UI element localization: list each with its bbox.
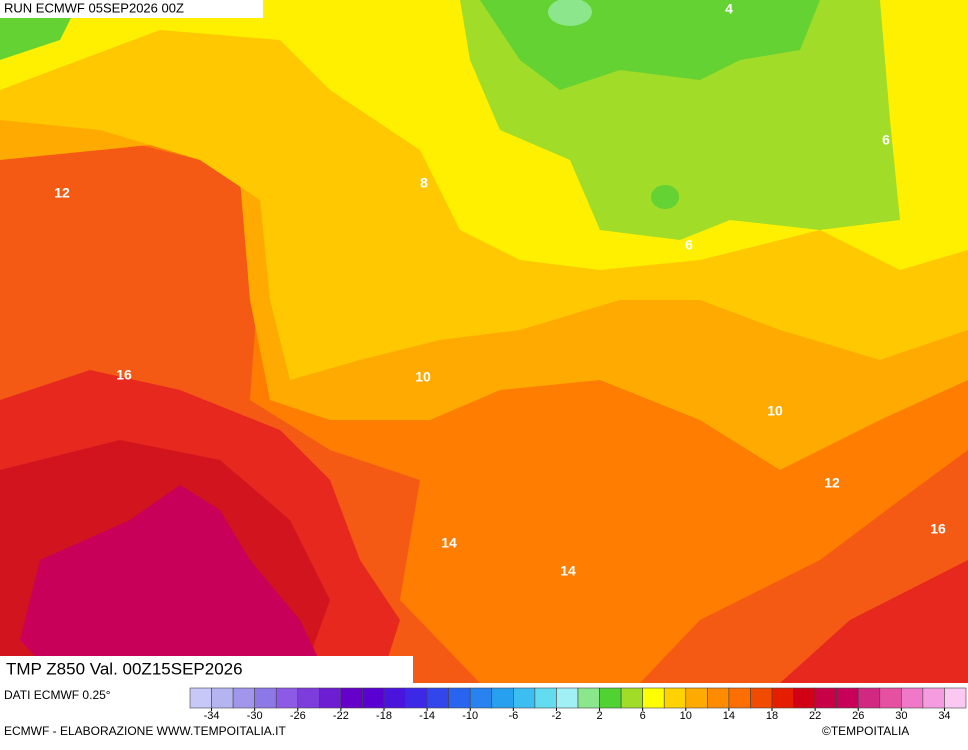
colorbar-swatch (728, 687, 751, 709)
colorbar-tick-label: 26 (852, 710, 864, 722)
colorbar-swatch (901, 687, 924, 709)
colorbar-tick-label: -18 (376, 710, 392, 722)
contour-label: 4 (725, 1, 733, 17)
colorbar-tick-label: 6 (640, 710, 646, 722)
credit: ECMWF - ELABORAZIONE WWW.TEMPOITALIA.IT (4, 724, 286, 738)
colorbar-tick-label: 18 (766, 710, 778, 722)
colorbar-tick-label: -22 (333, 710, 349, 722)
colorbar-swatch (340, 687, 363, 709)
colorbar-swatch (275, 687, 299, 709)
colorbar-swatch (814, 687, 837, 709)
colorbar-swatch (642, 687, 665, 709)
colorbar-swatch (599, 687, 622, 709)
colorbar-swatch (707, 687, 730, 709)
colorbar-swatch (663, 687, 687, 709)
colorbar-swatch (685, 687, 708, 709)
colorbar-swatch (232, 687, 255, 709)
colorbar-swatch (836, 687, 859, 709)
contour-label: 8 (420, 175, 428, 191)
colorbar-swatch (319, 687, 342, 709)
colorbar-swatch (513, 687, 536, 709)
colorbar-swatch (426, 687, 449, 709)
colorbar-swatch (383, 687, 406, 709)
colorbar-tick-label: -30 (247, 710, 263, 722)
temp-zone (651, 185, 679, 209)
colorbar-swatch (491, 687, 514, 709)
colorbar-swatch (771, 687, 794, 709)
colorbar-swatch (922, 687, 945, 709)
colorbar-tick-label: -2 (552, 710, 562, 722)
temp-zone (780, 560, 968, 683)
colorbar-swatch (405, 687, 428, 709)
colorbar-tick-label: -10 (462, 710, 478, 722)
colorbar-swatch (857, 687, 881, 709)
colorbar-tick-label: -26 (290, 710, 306, 722)
colorbar-tick-label: 34 (938, 710, 950, 722)
contour-label: 14 (560, 563, 576, 579)
colorbar-tick-label: 2 (596, 710, 602, 722)
contour-label: 6 (882, 132, 890, 148)
source: DATI ECMWF 0.25° (4, 688, 111, 702)
colorbar-swatch (534, 687, 557, 709)
colorbar-tick-label: 14 (723, 710, 735, 722)
temp-zone (20, 485, 330, 683)
contour-label: 6 (685, 237, 693, 253)
colorbar-swatch (297, 687, 320, 709)
contour-labels: 4 6 8 12 6 16 10 10 12 16 14 14 (54, 1, 946, 579)
contour-label: 16 (930, 521, 946, 537)
colorbar-tick-label: 22 (809, 710, 821, 722)
map-title: TMP Z850 Val. 00Z15SEP2026 (6, 659, 243, 678)
colorbar-swatch (469, 687, 493, 709)
colorbar-tick-label: -34 (204, 710, 220, 722)
colorbar-swatch (944, 687, 967, 709)
title-box (0, 656, 413, 683)
colorbar-swatch (211, 687, 234, 709)
colorbar-tick-label: 30 (895, 710, 907, 722)
colorbar: -34 -30 -26 -22 -18 -14 -10 -6 -2 2 6 10 14 18 22 26 30 3… (189, 687, 967, 722)
contour-label: 12 (54, 185, 70, 201)
copyright: ©TEMPOITALIA (822, 724, 909, 738)
header-box (0, 0, 263, 18)
colorbar-swatch (577, 687, 600, 709)
colorbar-swatch (362, 687, 385, 709)
colorbar-swatch (793, 687, 816, 709)
run-label: RUN ECMWF 05SEP2026 00Z (4, 0, 184, 15)
colorbar-tick-label: 10 (680, 710, 692, 722)
colorbar-swatch (189, 687, 212, 709)
contour-label: 14 (441, 535, 457, 551)
temp-zone (548, 0, 592, 26)
colorbar-swatch (620, 687, 643, 709)
colorbar-swatch (448, 687, 471, 709)
colorbar-swatch (556, 687, 579, 709)
colorbar-swatch (254, 687, 277, 709)
contour-label: 10 (415, 369, 431, 385)
colorbar-tick-label: -14 (419, 710, 435, 722)
contour-label: 10 (767, 403, 783, 419)
colorbar-tick-label: -6 (508, 710, 518, 722)
contour-label: 12 (824, 475, 840, 491)
colorbar-swatch (879, 687, 902, 709)
contour-label: 16 (116, 367, 132, 383)
colorbar-swatch (750, 687, 773, 709)
